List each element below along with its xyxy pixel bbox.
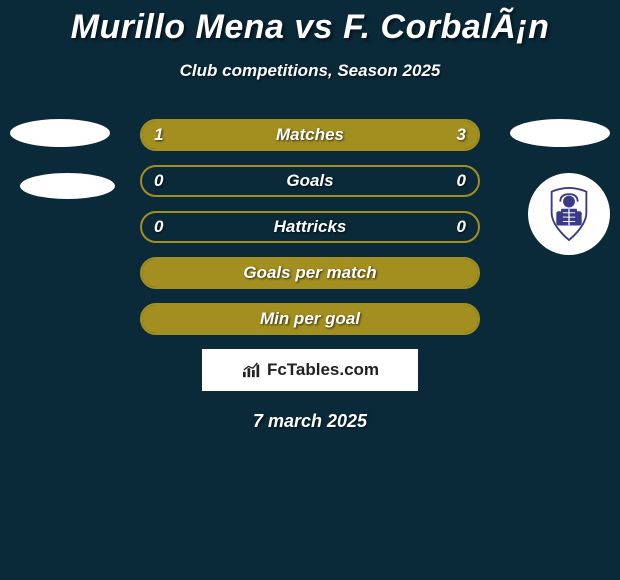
page-title: Murillo Mena vs F. CorbalÃ¡n xyxy=(0,0,620,47)
brand-text: FcTables.com xyxy=(267,360,379,380)
ellipse-badge-icon xyxy=(10,119,110,147)
bar-value-left: 0 xyxy=(154,217,163,237)
subtitle: Club competitions, Season 2025 xyxy=(0,61,620,81)
club-crest-icon xyxy=(528,173,610,255)
comparison-bars: 1 Matches 3 0 Goals 0 0 Hattricks 0 Goals per mat… xyxy=(140,119,480,335)
player-right-badge-2 xyxy=(528,173,610,255)
bar-row: Goals per match xyxy=(140,257,480,289)
bar-value-right: 0 xyxy=(457,171,466,191)
bar-row: 0 Goals 0 xyxy=(140,165,480,197)
bar-value-right: 0 xyxy=(457,217,466,237)
bar-value-left: 0 xyxy=(154,171,163,191)
bar-row: 1 Matches 3 xyxy=(140,119,480,151)
ellipse-badge-icon xyxy=(510,119,610,147)
ellipse-badge-icon xyxy=(20,173,115,199)
player-right-badge-1 xyxy=(510,119,610,147)
bar-label: Min per goal xyxy=(260,309,360,329)
brand-box: FcTables.com xyxy=(202,349,418,391)
bar-label: Hattricks xyxy=(274,217,347,237)
player-left-badge-2 xyxy=(20,173,115,199)
bar-row: Min per goal xyxy=(140,303,480,335)
bar-label: Goals xyxy=(286,171,333,191)
brand-chart-icon xyxy=(241,361,263,379)
bar-value-right: 3 xyxy=(457,125,466,145)
bar-value-left: 1 xyxy=(154,125,163,145)
bar-label: Matches xyxy=(276,125,344,145)
bar-label: Goals per match xyxy=(243,263,376,283)
bar-fill-right xyxy=(226,121,478,149)
bar-row: 0 Hattricks 0 xyxy=(140,211,480,243)
player-left-badge-1 xyxy=(10,119,110,147)
date-label: 7 march 2025 xyxy=(0,411,620,432)
comparison-content: 1 Matches 3 0 Goals 0 0 Hattricks 0 Goals per mat… xyxy=(0,119,620,432)
